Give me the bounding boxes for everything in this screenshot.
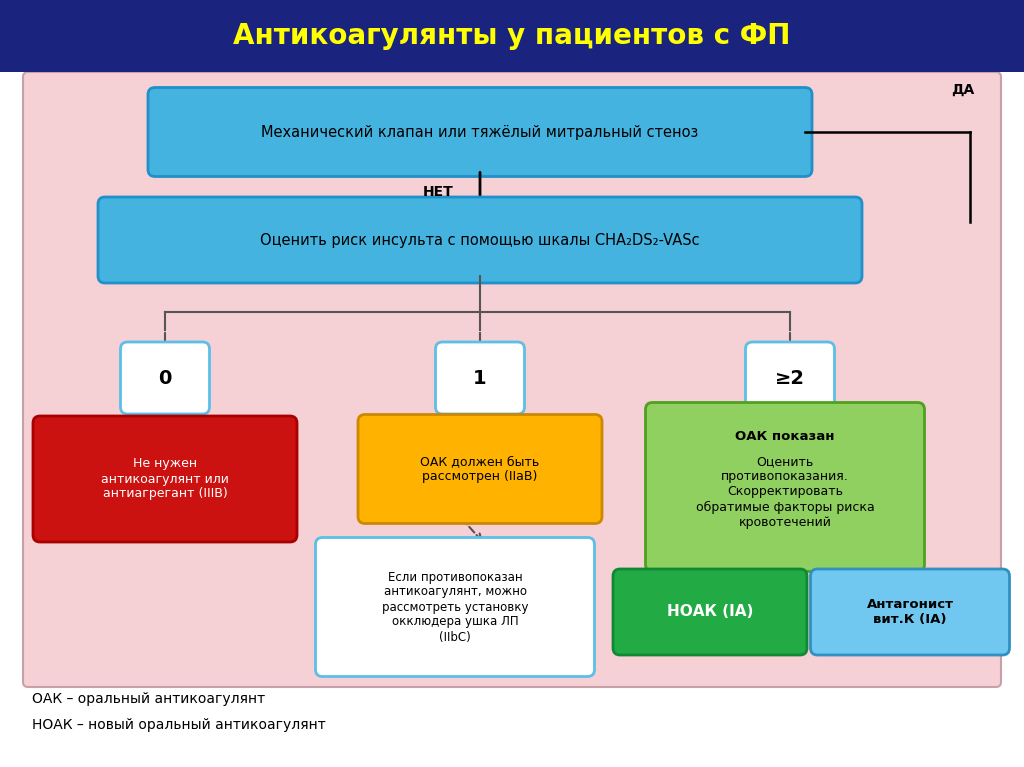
FancyBboxPatch shape xyxy=(0,0,1024,72)
Text: Антагонист
вит.К (IA): Антагонист вит.К (IA) xyxy=(866,598,953,626)
FancyBboxPatch shape xyxy=(121,342,210,414)
FancyBboxPatch shape xyxy=(645,403,925,571)
FancyBboxPatch shape xyxy=(148,87,812,176)
Text: 1: 1 xyxy=(473,368,486,387)
FancyBboxPatch shape xyxy=(358,414,602,524)
Text: ≥2: ≥2 xyxy=(775,368,805,387)
FancyBboxPatch shape xyxy=(315,538,595,676)
FancyBboxPatch shape xyxy=(613,569,807,655)
Text: ОАК должен быть
рассмотрен (IIaB): ОАК должен быть рассмотрен (IIaB) xyxy=(421,455,540,483)
Text: Не нужен
антикоагулянт или
антиагрегант (IIIB): Не нужен антикоагулянт или антиагрегант … xyxy=(101,457,229,501)
Text: Если противопоказан
антикоагулянт, можно
рассмотреть установку
окклюдера ушка ЛП: Если противопоказан антикоагулянт, можно… xyxy=(382,571,528,644)
Text: НЕТ: НЕТ xyxy=(423,185,454,199)
Text: Оценить
противопоказания.
Скорректировать
обратимые факторы риска
кровотечений: Оценить противопоказания. Скорректироват… xyxy=(695,456,874,528)
FancyBboxPatch shape xyxy=(435,342,524,414)
FancyBboxPatch shape xyxy=(33,416,297,542)
Text: ОАК показан: ОАК показан xyxy=(735,430,835,443)
FancyBboxPatch shape xyxy=(811,569,1010,655)
Text: Механический клапан или тяжёлый митральный стеноз: Механический клапан или тяжёлый митральн… xyxy=(261,124,698,140)
Text: 0: 0 xyxy=(159,368,172,387)
FancyBboxPatch shape xyxy=(745,342,835,414)
FancyBboxPatch shape xyxy=(23,72,1001,687)
Text: НОАК (IA): НОАК (IA) xyxy=(667,604,754,620)
FancyBboxPatch shape xyxy=(98,197,862,283)
Text: Оценить риск инсульта с помощью шкалы CHA₂DS₂-VASc: Оценить риск инсульта с помощью шкалы CH… xyxy=(260,232,699,248)
Text: НОАК – новый оральный антикоагулянт: НОАК – новый оральный антикоагулянт xyxy=(32,718,326,732)
Text: Антикоагулянты у пациентов с ФП: Антикоагулянты у пациентов с ФП xyxy=(233,22,791,50)
Text: ДА: ДА xyxy=(951,83,975,97)
Text: ОАК – оральный антикоагулянт: ОАК – оральный антикоагулянт xyxy=(32,692,265,706)
